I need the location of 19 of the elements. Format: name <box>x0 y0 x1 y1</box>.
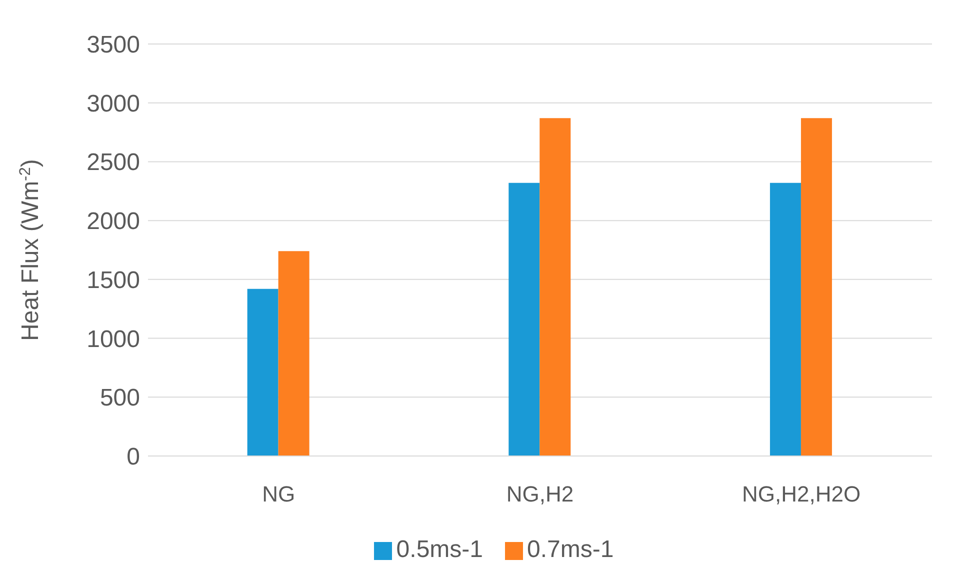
bar <box>800 118 832 456</box>
bar <box>770 182 801 456</box>
legend-label: 0.5ms-1 <box>396 536 483 563</box>
y-tick-label: 3000 <box>86 90 140 118</box>
bar <box>540 118 571 456</box>
bar <box>278 251 310 456</box>
y-tick-label: 0 <box>126 444 140 471</box>
y-tick-label: 500 <box>100 384 140 412</box>
y-tick-label: 2000 <box>86 208 140 236</box>
bar <box>247 288 278 456</box>
legend-label: 0.7ms-1 <box>527 536 614 563</box>
x-tick-label: NG,H2 <box>506 482 574 507</box>
y-tick-label: 1500 <box>86 266 140 294</box>
y-tick-label: 3500 <box>86 32 140 59</box>
bar <box>508 182 540 456</box>
x-tick-label: NG,H2,H2O <box>742 482 861 507</box>
y-tick-label: 1000 <box>86 326 140 353</box>
x-tick-label: NG <box>262 482 296 507</box>
y-tick-label: 2500 <box>86 149 140 176</box>
